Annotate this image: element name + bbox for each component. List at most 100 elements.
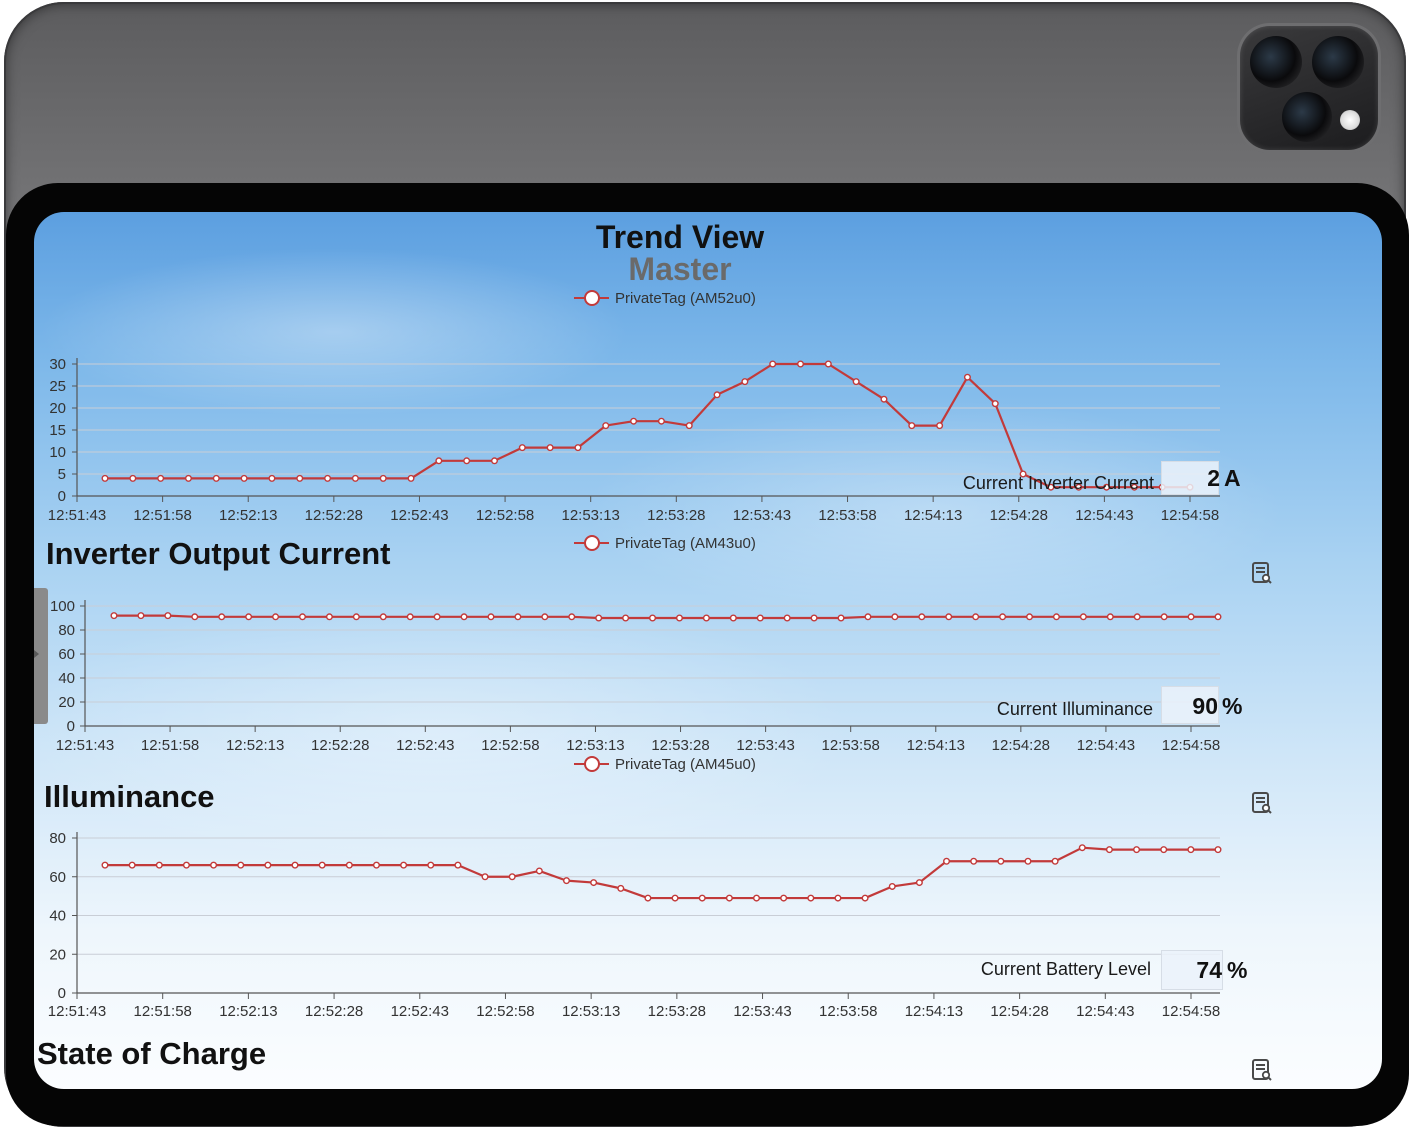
y-tick-label: 40 (49, 908, 66, 925)
x-tick-label: 12:53:28 (648, 1003, 706, 1020)
x-tick-label: 12:51:43 (48, 1003, 106, 1020)
y-tick-label: 15 (49, 422, 66, 439)
report-icon[interactable] (1251, 791, 1273, 815)
data-point (864, 613, 872, 621)
y-tick-label: 5 (58, 466, 66, 483)
data-point (1214, 846, 1222, 854)
x-tick-label: 12:53:58 (818, 507, 876, 524)
data-point (296, 474, 304, 482)
data-point (1187, 613, 1195, 621)
lidar-sensor-icon (1282, 92, 1332, 142)
flash-icon (1340, 110, 1360, 130)
data-point (1019, 470, 1027, 478)
y-tick-label: 40 (58, 670, 75, 687)
data-point (1133, 846, 1141, 854)
x-tick-label: 12:52:58 (481, 737, 539, 754)
inverter-current-chart: 0 5 10 15 20 25 30 12:51:43 12:51:58 12:52:13 12:5… (48, 356, 1220, 524)
x-tick-label: 12:53:13 (561, 507, 619, 524)
data-point (729, 614, 737, 622)
data-point (756, 614, 764, 622)
data-point (908, 422, 916, 430)
battery-level-chart: 0 20 40 60 80 12:51:43 12:51:58 12:52:13 12:52:2… (48, 830, 1222, 1020)
page-title: Trend View (595, 219, 765, 255)
report-icon[interactable] (1251, 1058, 1273, 1082)
data-point (837, 614, 845, 622)
data-point (810, 614, 818, 622)
x-tick-label: 12:53:28 (651, 737, 709, 754)
data-point (915, 879, 923, 887)
x-tick-label: 12:52:43 (390, 507, 448, 524)
x-tick-label: 12:54:28 (990, 507, 1048, 524)
x-tick-label: 12:54:13 (905, 1003, 963, 1020)
data-point (725, 894, 733, 902)
x-tick-label: 12:54:43 (1077, 737, 1135, 754)
side-panel-toggle[interactable] (34, 588, 48, 724)
data-point (1130, 483, 1138, 491)
x-tick-label: 12:54:58 (1162, 1003, 1220, 1020)
x-tick-label: 12:52:13 (219, 507, 277, 524)
y-tick-label: 100 (50, 598, 75, 615)
x-tick-label: 12:53:43 (733, 507, 791, 524)
x-tick-label: 12:54:43 (1075, 507, 1133, 524)
data-point (379, 613, 387, 621)
page-subtitle: Master (628, 251, 732, 287)
current-inverter-current-label: Current Inverter Current (962, 473, 1154, 493)
y-tick-label: 10 (49, 444, 66, 461)
data-point (797, 360, 805, 368)
report-icon[interactable] (1251, 561, 1273, 585)
data-point (622, 614, 630, 622)
data-point (891, 613, 899, 621)
data-point (546, 444, 554, 452)
data-point (212, 474, 220, 482)
data-point (191, 613, 199, 621)
current-inverter-current-unit: A (1224, 465, 1241, 491)
data-point (268, 474, 276, 482)
data-point (702, 614, 710, 622)
data-point (970, 857, 978, 865)
x-tick-label: 12:54:13 (907, 737, 965, 754)
data-point (240, 474, 248, 482)
data-point (1106, 613, 1114, 621)
data-point (675, 614, 683, 622)
current-illuminance-label: Current Illuminance (996, 699, 1153, 719)
data-point (780, 894, 788, 902)
x-tick-label: 12:52:58 (476, 507, 534, 524)
data-point (298, 613, 306, 621)
current-inverter-current-value: 2 (1207, 465, 1220, 491)
data-point (508, 873, 516, 881)
data-point (595, 614, 603, 622)
data-point (562, 877, 570, 885)
x-tick-label: 12:51:43 (56, 737, 114, 754)
current-battery-level-value: 74 (1196, 957, 1222, 983)
y-tick-label: 60 (58, 646, 75, 663)
data-point (852, 378, 860, 386)
data-point (182, 861, 190, 869)
x-tick-label: 12:53:43 (733, 1003, 791, 1020)
current-value-box (1161, 461, 1219, 495)
data-point (1024, 857, 1032, 865)
data-point (291, 861, 299, 869)
data-point (345, 861, 353, 869)
y-tick-label: 30 (49, 356, 66, 373)
current-value-box (1161, 686, 1219, 724)
x-tick-label: 12:52:28 (305, 1003, 363, 1020)
data-point (164, 612, 172, 620)
series-line (105, 846, 1218, 900)
x-tick-label: 12:52:28 (311, 737, 369, 754)
data-point (888, 882, 896, 890)
data-point (861, 894, 869, 902)
data-point (945, 613, 953, 621)
data-point (110, 612, 118, 620)
data-point (210, 861, 218, 869)
data-point (1047, 483, 1055, 491)
data-point (101, 474, 109, 482)
legend-marker-icon (584, 756, 600, 772)
data-point (318, 861, 326, 869)
current-battery-level-unit: % (1227, 957, 1248, 983)
camera-module (1240, 26, 1378, 150)
data-point (1026, 613, 1034, 621)
data-point (741, 378, 749, 386)
data-point (427, 861, 435, 869)
data-point (463, 457, 471, 465)
screen (34, 212, 1382, 1089)
